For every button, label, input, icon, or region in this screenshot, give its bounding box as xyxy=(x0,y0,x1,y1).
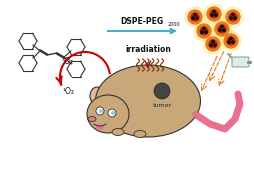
Circle shape xyxy=(194,13,196,16)
Circle shape xyxy=(108,109,116,117)
Circle shape xyxy=(111,111,115,115)
Circle shape xyxy=(221,31,241,51)
Circle shape xyxy=(214,44,216,46)
Circle shape xyxy=(191,13,199,21)
Ellipse shape xyxy=(96,65,200,137)
Circle shape xyxy=(226,10,240,24)
FancyBboxPatch shape xyxy=(232,57,249,67)
Circle shape xyxy=(210,10,218,18)
FancyArrowPatch shape xyxy=(108,29,175,33)
Text: DSPE-PEG: DSPE-PEG xyxy=(120,17,164,26)
Circle shape xyxy=(228,41,230,43)
Ellipse shape xyxy=(96,125,104,129)
Circle shape xyxy=(204,4,224,24)
Text: ³O₂: ³O₂ xyxy=(62,57,74,66)
Text: irradiation: irradiation xyxy=(125,45,171,54)
Circle shape xyxy=(229,13,237,21)
Circle shape xyxy=(219,29,221,32)
Circle shape xyxy=(99,109,103,113)
Circle shape xyxy=(232,13,234,16)
Circle shape xyxy=(230,17,232,19)
Circle shape xyxy=(154,83,170,99)
Circle shape xyxy=(227,37,235,45)
Circle shape xyxy=(209,40,217,48)
Circle shape xyxy=(196,17,198,19)
Circle shape xyxy=(212,19,232,39)
Circle shape xyxy=(212,40,214,43)
Circle shape xyxy=(218,25,226,33)
Text: tumor: tumor xyxy=(152,103,171,108)
Circle shape xyxy=(206,37,220,51)
Circle shape xyxy=(203,27,205,30)
Circle shape xyxy=(210,44,212,46)
Circle shape xyxy=(215,14,217,16)
Circle shape xyxy=(192,17,194,19)
Circle shape xyxy=(96,107,104,115)
Circle shape xyxy=(188,10,202,24)
Circle shape xyxy=(224,34,238,48)
Circle shape xyxy=(203,34,223,54)
Circle shape xyxy=(200,27,208,35)
Circle shape xyxy=(185,7,205,27)
Circle shape xyxy=(230,37,232,40)
Text: 2000: 2000 xyxy=(168,22,181,27)
Circle shape xyxy=(221,25,223,28)
Ellipse shape xyxy=(90,87,104,105)
Circle shape xyxy=(194,21,214,41)
Text: ¹O₂: ¹O₂ xyxy=(62,87,74,95)
Circle shape xyxy=(205,31,207,33)
Ellipse shape xyxy=(134,130,146,138)
Circle shape xyxy=(234,17,236,19)
Circle shape xyxy=(207,7,221,21)
Ellipse shape xyxy=(112,129,124,136)
Circle shape xyxy=(213,10,215,13)
Circle shape xyxy=(232,41,234,43)
Circle shape xyxy=(223,29,225,32)
Ellipse shape xyxy=(87,95,129,133)
Circle shape xyxy=(211,14,213,16)
Circle shape xyxy=(223,7,243,27)
Ellipse shape xyxy=(88,116,96,122)
Circle shape xyxy=(201,31,203,33)
Circle shape xyxy=(197,24,211,38)
Circle shape xyxy=(215,22,229,36)
